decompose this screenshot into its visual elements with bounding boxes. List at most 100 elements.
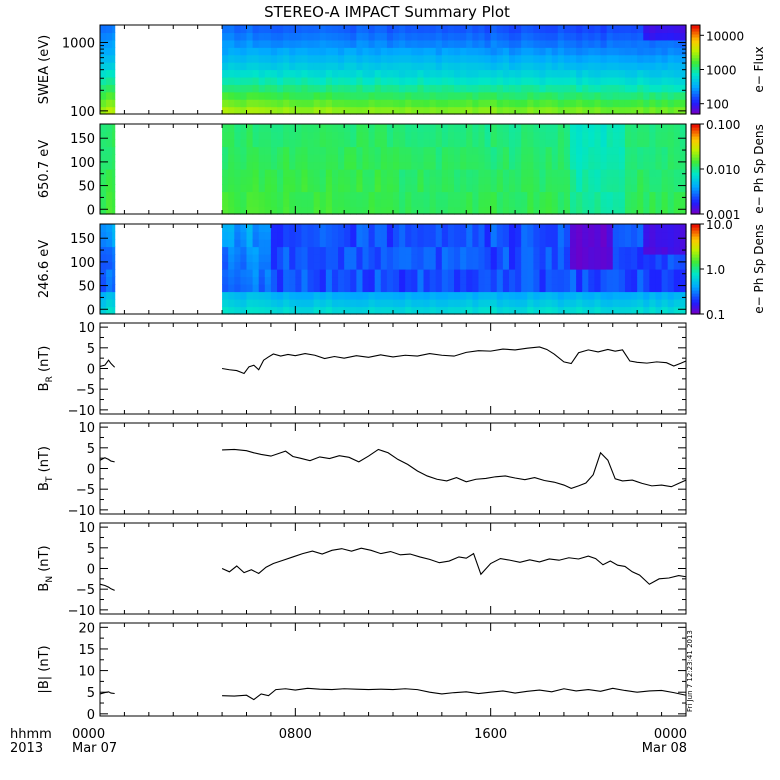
heatmap-cell (264, 124, 272, 133)
heatmap-cell (502, 246, 510, 255)
heatmap-cell (661, 146, 669, 155)
heatmap-cell (429, 146, 437, 155)
heatmap-cell (277, 261, 284, 270)
y-axis-label-unit: (nT) (37, 545, 52, 575)
heatmap-cell (283, 99, 290, 108)
heatmap-cell (563, 106, 571, 115)
heatmap-cell (405, 54, 412, 63)
heatmap-cell (478, 306, 486, 315)
heatmap-cell (502, 276, 510, 285)
heatmap-cell (331, 39, 339, 48)
heatmap-cell (667, 124, 675, 133)
plot-title: STEREO-A IMPACT Summary Plot (264, 3, 510, 21)
heatmap-cell (570, 291, 577, 300)
heatmap-cell (405, 39, 412, 48)
heatmap-cell (234, 169, 241, 178)
heatmap-cell (478, 91, 486, 100)
heatmap-cell (307, 291, 315, 300)
heatmap-cell (496, 291, 504, 300)
colorbar-tick-label: 0.010 (706, 163, 740, 177)
heatmap-cell (331, 231, 339, 240)
heatmap-cell (582, 62, 589, 71)
heatmap-cell (557, 246, 565, 255)
heatmap-cell (356, 299, 364, 308)
heatmap-cell (252, 76, 260, 85)
heatmap-cell (417, 54, 425, 63)
heatmap-cell (460, 191, 467, 200)
heatmap-cell (655, 139, 663, 148)
heatmap-cell (557, 84, 565, 93)
heatmap-cell (393, 231, 400, 240)
heatmap-cell (570, 284, 577, 293)
heatmap-cell (435, 191, 443, 200)
heatmap-cell (576, 176, 583, 185)
y-axis-label-subscript: N (45, 576, 55, 583)
heatmap-cell (356, 191, 364, 200)
heatmap-cell (612, 39, 620, 48)
heatmap-cell (570, 62, 577, 71)
heatmap-cell (368, 291, 376, 300)
heatmap-cell (240, 146, 248, 155)
heatmap-cell (484, 206, 492, 215)
heatmap-cell (264, 161, 272, 170)
heatmap-cell (661, 224, 669, 233)
heatmap-cell (618, 261, 626, 270)
heatmap-cell (106, 261, 113, 270)
heatmap-cell (289, 169, 296, 178)
heatmap-cell (100, 161, 107, 170)
heatmap-cell (515, 306, 522, 315)
heatmap-cell (679, 184, 687, 193)
heatmap-cell (277, 154, 284, 163)
heatmap-cell (527, 284, 534, 293)
heatmap-cell (508, 62, 516, 71)
heatmap-cell (222, 76, 229, 85)
heatmap-cell (331, 169, 339, 178)
heatmap-cell (637, 124, 644, 133)
heatmap-cell (527, 131, 534, 140)
heatmap-cell (338, 306, 345, 315)
heatmap-cell (393, 306, 400, 315)
heatmap-cell (417, 276, 425, 285)
heatmap-cell (472, 54, 480, 63)
heatmap-cell (252, 224, 260, 233)
heatmap-cell (588, 124, 596, 133)
heatmap-cell (270, 69, 278, 78)
heatmap-cell (319, 76, 327, 85)
heatmap-cell (234, 184, 241, 193)
heatmap-cell (386, 99, 394, 108)
heatmap-cell (472, 169, 480, 178)
heatmap-cell (325, 199, 333, 208)
heatmap-cell (667, 269, 675, 278)
heatmap-cell (588, 25, 596, 34)
heatmap-cell (435, 261, 443, 270)
heatmap-cell (612, 269, 620, 278)
heatmap-cell (283, 246, 290, 255)
heatmap-cell (466, 106, 473, 115)
heatmap-cell (338, 131, 345, 140)
heatmap-cell (386, 139, 394, 148)
colorbar-tick-label: 10000 (706, 29, 744, 43)
heatmap-cell (655, 239, 663, 248)
heatmap-cell (283, 84, 290, 93)
heatmap-cell (606, 254, 614, 263)
heatmap-cell (673, 62, 681, 71)
heatmap-cell (295, 199, 303, 208)
heatmap-cell (325, 299, 333, 308)
heatmap-cell (380, 84, 388, 93)
heatmap-cell (338, 269, 345, 278)
heatmap-cell (637, 284, 644, 293)
heatmap-cell (277, 199, 284, 208)
heatmap-cell (411, 291, 419, 300)
heatmap-cell (429, 76, 437, 85)
heatmap-cell (344, 306, 351, 315)
heatmap-cell (521, 169, 528, 178)
heatmap-cell (258, 239, 266, 248)
heatmap-cell (435, 231, 443, 240)
heatmap-cell (264, 139, 272, 148)
heatmap-cell (283, 69, 290, 78)
heatmap-cell (539, 32, 547, 41)
y-tick-label: 10 (78, 665, 95, 680)
heatmap-cell (313, 146, 321, 155)
heatmap-cell (240, 176, 248, 185)
heatmap-cell (545, 306, 553, 315)
